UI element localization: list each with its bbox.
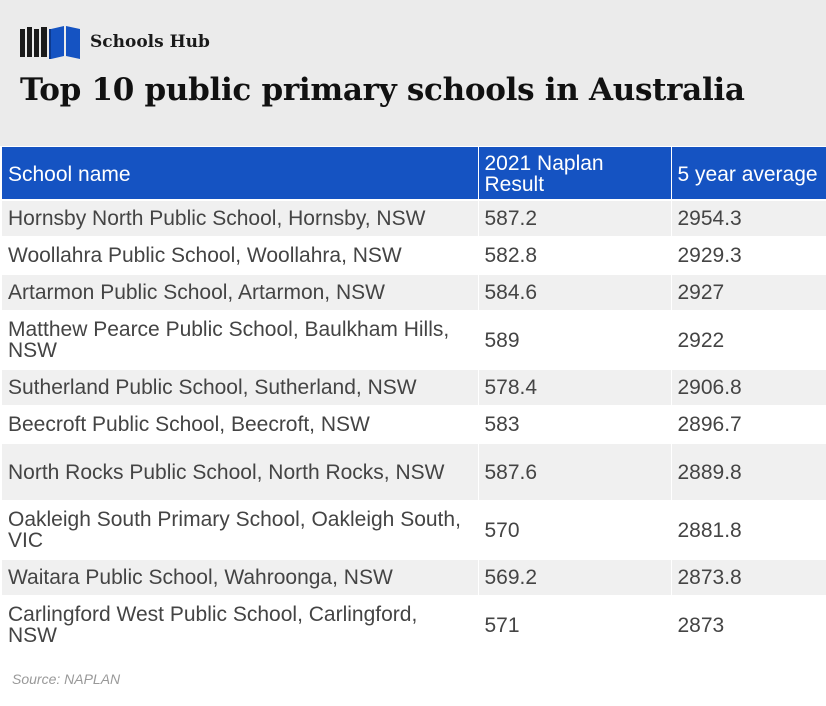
table-row: Oakleigh South Primary School, Oakleigh … (2, 500, 826, 559)
five-year-average-cell: 2954.3 (670, 199, 826, 237)
header: Schools Hub Top 10 public primary school… (0, 0, 826, 146)
column-header: 5 year average (670, 147, 826, 200)
five-year-average-cell: 2889.8 (670, 442, 826, 501)
table-row: Carlingford West Public School, Carlingf… (2, 595, 826, 653)
five-year-average-cell: 2873.8 (670, 558, 826, 596)
column-header: 2021 Naplan Result (477, 147, 671, 200)
school-name-cell: Hornsby North Public School, Hornsby, NS… (2, 199, 478, 237)
books-icon (20, 25, 82, 59)
table-row: Sutherland Public School, Sutherland, NS… (2, 368, 826, 406)
table-row: Matthew Pearce Public School, Baulkham H… (2, 310, 826, 369)
naplan-result-cell: 589 (477, 310, 671, 369)
naplan-result-cell: 571 (477, 595, 671, 653)
five-year-average-cell: 2873 (670, 595, 826, 653)
school-name-cell: Woollahra Public School, Woollahra, NSW (2, 236, 478, 274)
naplan-result-cell: 583 (477, 405, 671, 443)
table-row: North Rocks Public School, North Rocks, … (2, 442, 826, 501)
table-row: Beecroft Public School, Beecroft, NSW 58… (2, 405, 826, 443)
naplan-result-cell: 569.2 (477, 558, 671, 596)
school-name-cell: Artarmon Public School, Artarmon, NSW (2, 273, 478, 311)
table-row: Woollahra Public School, Woollahra, NSW … (2, 236, 826, 274)
table-row: Hornsby North Public School, Hornsby, NS… (2, 199, 826, 237)
brand-name: Schools Hub (90, 32, 210, 52)
table-row: Waitara Public School, Wahroonga, NSW 56… (2, 558, 826, 596)
table-header-row: School name 2021 Naplan Result 5 year av… (2, 147, 826, 200)
page-title: Top 10 public primary schools in Austral… (20, 72, 745, 108)
school-name-cell: North Rocks Public School, North Rocks, … (2, 442, 478, 501)
five-year-average-cell: 2896.7 (670, 405, 826, 443)
five-year-average-cell: 2929.3 (670, 236, 826, 274)
brand: Schools Hub (20, 24, 210, 60)
naplan-result-cell: 582.8 (477, 236, 671, 274)
five-year-average-cell: 2927 (670, 273, 826, 311)
naplan-result-cell: 587.6 (477, 442, 671, 501)
school-name-cell: Beecroft Public School, Beecroft, NSW (2, 405, 478, 443)
five-year-average-cell: 2881.8 (670, 500, 826, 559)
naplan-result-cell: 587.2 (477, 199, 671, 237)
five-year-average-cell: 2922 (670, 310, 826, 369)
schools-table: School name 2021 Naplan Result 5 year av… (2, 147, 826, 653)
school-name-cell: Carlingford West Public School, Carlingf… (2, 595, 478, 653)
table-row: Artarmon Public School, Artarmon, NSW 58… (2, 273, 826, 311)
school-name-cell: Sutherland Public School, Sutherland, NS… (2, 368, 478, 406)
school-name-cell: Waitara Public School, Wahroonga, NSW (2, 558, 478, 596)
source-note: Source: NAPLAN (12, 671, 121, 687)
school-name-cell: Matthew Pearce Public School, Baulkham H… (2, 310, 478, 369)
five-year-average-cell: 2906.8 (670, 368, 826, 406)
naplan-result-cell: 584.6 (477, 273, 671, 311)
column-header: School name (2, 147, 478, 200)
school-name-cell: Oakleigh South Primary School, Oakleigh … (2, 500, 478, 559)
naplan-result-cell: 570 (477, 500, 671, 559)
naplan-result-cell: 578.4 (477, 368, 671, 406)
